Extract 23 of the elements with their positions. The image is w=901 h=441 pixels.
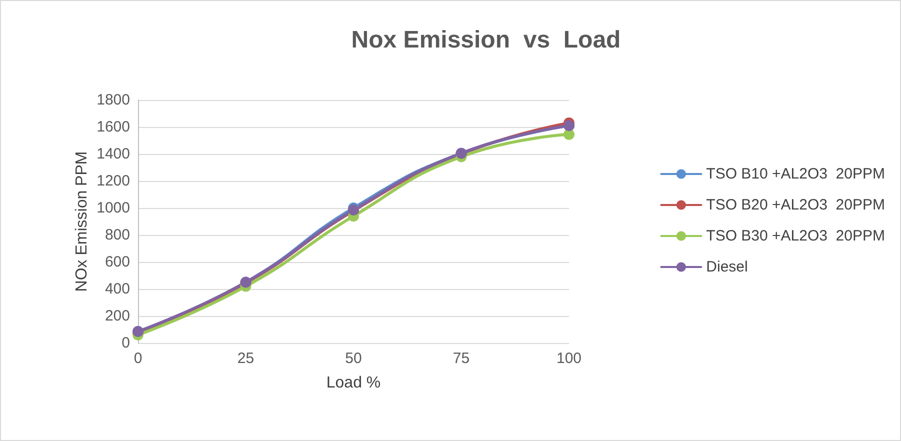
x-tick-label: 0 [134, 350, 142, 367]
y-tick-label: 800 [104, 226, 130, 244]
y-tick-label: 0 [122, 334, 130, 352]
y-tick-label: 400 [104, 280, 130, 298]
y-tick-label: 1600 [96, 118, 130, 136]
legend-label: TSO B20 +AL2O3 20PPM [706, 196, 885, 214]
y-axis-title: NOx Emission PPM [74, 151, 90, 292]
x-tick-label: 75 [452, 350, 470, 367]
y-tick-label: 1000 [96, 200, 130, 216]
x-tick-label: 50 [345, 350, 362, 367]
legend-label: TSO B10 +AL2O3 20PPM [706, 166, 885, 182]
x-tick-label: 100 [556, 350, 582, 367]
y-tick-label: 1800 [96, 92, 130, 108]
legend-label: Diesel [706, 258, 748, 276]
chart-title: Nox Emission vs Load [351, 26, 621, 54]
y-tick-label: 600 [104, 254, 130, 270]
legend-label: TSO B30 +AL2O3 20PPM [706, 228, 885, 244]
y-tick-label: 1400 [96, 146, 130, 162]
x-tick-label: 25 [237, 350, 254, 367]
y-tick-label: 200 [104, 308, 130, 324]
x-axis-title: Load % [326, 374, 381, 392]
y-tick-label: 1200 [96, 172, 130, 190]
point [564, 128, 574, 140]
